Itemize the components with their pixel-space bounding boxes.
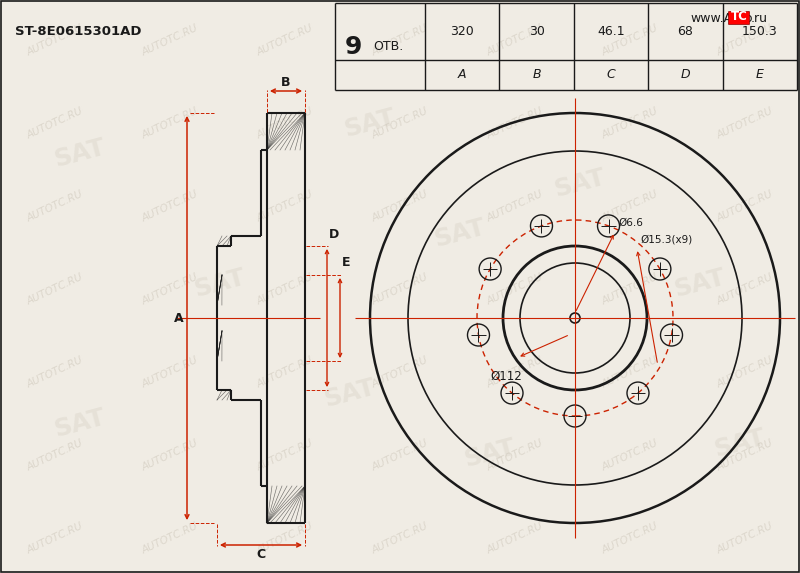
Text: AUTOTC.RU: AUTOTC.RU <box>715 438 774 472</box>
Text: AUTOTC.RU: AUTOTC.RU <box>600 105 660 140</box>
Text: SAT: SAT <box>711 425 769 461</box>
Text: SAT: SAT <box>671 265 729 301</box>
Text: AUTOTC.RU: AUTOTC.RU <box>486 105 545 140</box>
Text: 320: 320 <box>450 25 474 38</box>
Text: AUTOTC.RU: AUTOTC.RU <box>600 189 660 223</box>
Text: 9: 9 <box>345 34 362 58</box>
Text: AUTOTC.RU: AUTOTC.RU <box>370 272 430 307</box>
Text: AUTOTC.RU: AUTOTC.RU <box>255 272 314 307</box>
Text: AUTOTC.RU: AUTOTC.RU <box>255 521 314 555</box>
Text: AUTOTC.RU: AUTOTC.RU <box>26 272 85 307</box>
Text: AUTOTC.RU: AUTOTC.RU <box>255 189 314 223</box>
Text: D: D <box>681 69 690 81</box>
Text: AUTOTC.RU: AUTOTC.RU <box>255 22 314 57</box>
Text: C: C <box>606 69 615 81</box>
Text: ST-8E0615301AD: ST-8E0615301AD <box>15 25 142 38</box>
Text: SAT: SAT <box>51 405 109 441</box>
Text: A: A <box>174 312 184 324</box>
Text: SAT: SAT <box>551 164 609 201</box>
Text: AUTOTC.RU: AUTOTC.RU <box>486 272 545 307</box>
Text: www.Auto: www.Auto <box>690 11 753 25</box>
Text: AUTOTC.RU: AUTOTC.RU <box>370 105 430 140</box>
Text: ОТВ.: ОТВ. <box>373 40 403 53</box>
Text: AUTOTC.RU: AUTOTC.RU <box>486 521 545 555</box>
Text: SAT: SAT <box>431 215 489 252</box>
Text: AUTOTC.RU: AUTOTC.RU <box>715 521 774 555</box>
Text: C: C <box>257 547 266 560</box>
Text: AUTOTC.RU: AUTOTC.RU <box>140 355 200 390</box>
Text: AUTOTC.RU: AUTOTC.RU <box>26 105 85 140</box>
Text: AUTOTC.RU: AUTOTC.RU <box>600 272 660 307</box>
Text: AUTOTC.RU: AUTOTC.RU <box>26 438 85 472</box>
Text: AUTOTC.RU: AUTOTC.RU <box>140 22 200 57</box>
Text: AUTOTC.RU: AUTOTC.RU <box>486 355 545 390</box>
Text: AUTOTC.RU: AUTOTC.RU <box>255 355 314 390</box>
Text: SAT: SAT <box>322 375 378 411</box>
Text: AUTOTC.RU: AUTOTC.RU <box>370 521 430 555</box>
Text: 46.1: 46.1 <box>597 25 625 38</box>
Text: AUTOTC.RU: AUTOTC.RU <box>140 272 200 307</box>
Text: B: B <box>532 69 541 81</box>
Text: TC: TC <box>730 10 747 23</box>
Text: SAT: SAT <box>342 105 398 142</box>
Text: AUTOTC.RU: AUTOTC.RU <box>600 355 660 390</box>
Text: AUTOTC.RU: AUTOTC.RU <box>600 22 660 57</box>
Text: 30: 30 <box>529 25 545 38</box>
Text: AUTOTC.RU: AUTOTC.RU <box>255 105 314 140</box>
Text: SAT: SAT <box>51 135 109 171</box>
Text: E: E <box>756 69 764 81</box>
Text: Ø112: Ø112 <box>490 370 522 383</box>
Text: AUTOTC.RU: AUTOTC.RU <box>715 272 774 307</box>
Text: A: A <box>458 69 466 81</box>
Text: AUTOTC.RU: AUTOTC.RU <box>715 355 774 390</box>
Text: AUTOTC.RU: AUTOTC.RU <box>486 438 545 472</box>
Text: D: D <box>329 227 339 241</box>
Text: AUTOTC.RU: AUTOTC.RU <box>370 22 430 57</box>
Text: E: E <box>342 257 350 269</box>
Text: Ø15.3(x9): Ø15.3(x9) <box>640 234 692 244</box>
Text: AUTOTC.RU: AUTOTC.RU <box>370 355 430 390</box>
FancyBboxPatch shape <box>729 11 750 25</box>
Text: AUTOTC.RU: AUTOTC.RU <box>486 189 545 223</box>
Text: AUTOTC.RU: AUTOTC.RU <box>140 189 200 223</box>
Text: 68: 68 <box>678 25 694 38</box>
Text: AUTOTC.RU: AUTOTC.RU <box>486 22 545 57</box>
Text: AUTOTC.RU: AUTOTC.RU <box>715 22 774 57</box>
Text: AUTOTC.RU: AUTOTC.RU <box>26 22 85 57</box>
Text: AUTOTC.RU: AUTOTC.RU <box>140 105 200 140</box>
Text: B: B <box>282 77 290 89</box>
Text: AUTOTC.RU: AUTOTC.RU <box>140 438 200 472</box>
Text: AUTOTC.RU: AUTOTC.RU <box>370 438 430 472</box>
Text: AUTOTC.RU: AUTOTC.RU <box>715 105 774 140</box>
Text: AUTOTC.RU: AUTOTC.RU <box>370 189 430 223</box>
Text: Ø6.6: Ø6.6 <box>618 218 643 228</box>
Text: 150.3: 150.3 <box>742 25 778 38</box>
Text: .ru: .ru <box>751 11 768 25</box>
Text: AUTOTC.RU: AUTOTC.RU <box>140 521 200 555</box>
Text: AUTOTC.RU: AUTOTC.RU <box>600 438 660 472</box>
Text: AUTOTC.RU: AUTOTC.RU <box>255 438 314 472</box>
Text: AUTOTC.RU: AUTOTC.RU <box>600 521 660 555</box>
Text: AUTOTC.RU: AUTOTC.RU <box>26 189 85 223</box>
Text: SAT: SAT <box>191 265 249 301</box>
Text: AUTOTC.RU: AUTOTC.RU <box>26 521 85 555</box>
Text: AUTOTC.RU: AUTOTC.RU <box>26 355 85 390</box>
Text: AUTOTC.RU: AUTOTC.RU <box>715 189 774 223</box>
Text: SAT: SAT <box>462 435 518 472</box>
